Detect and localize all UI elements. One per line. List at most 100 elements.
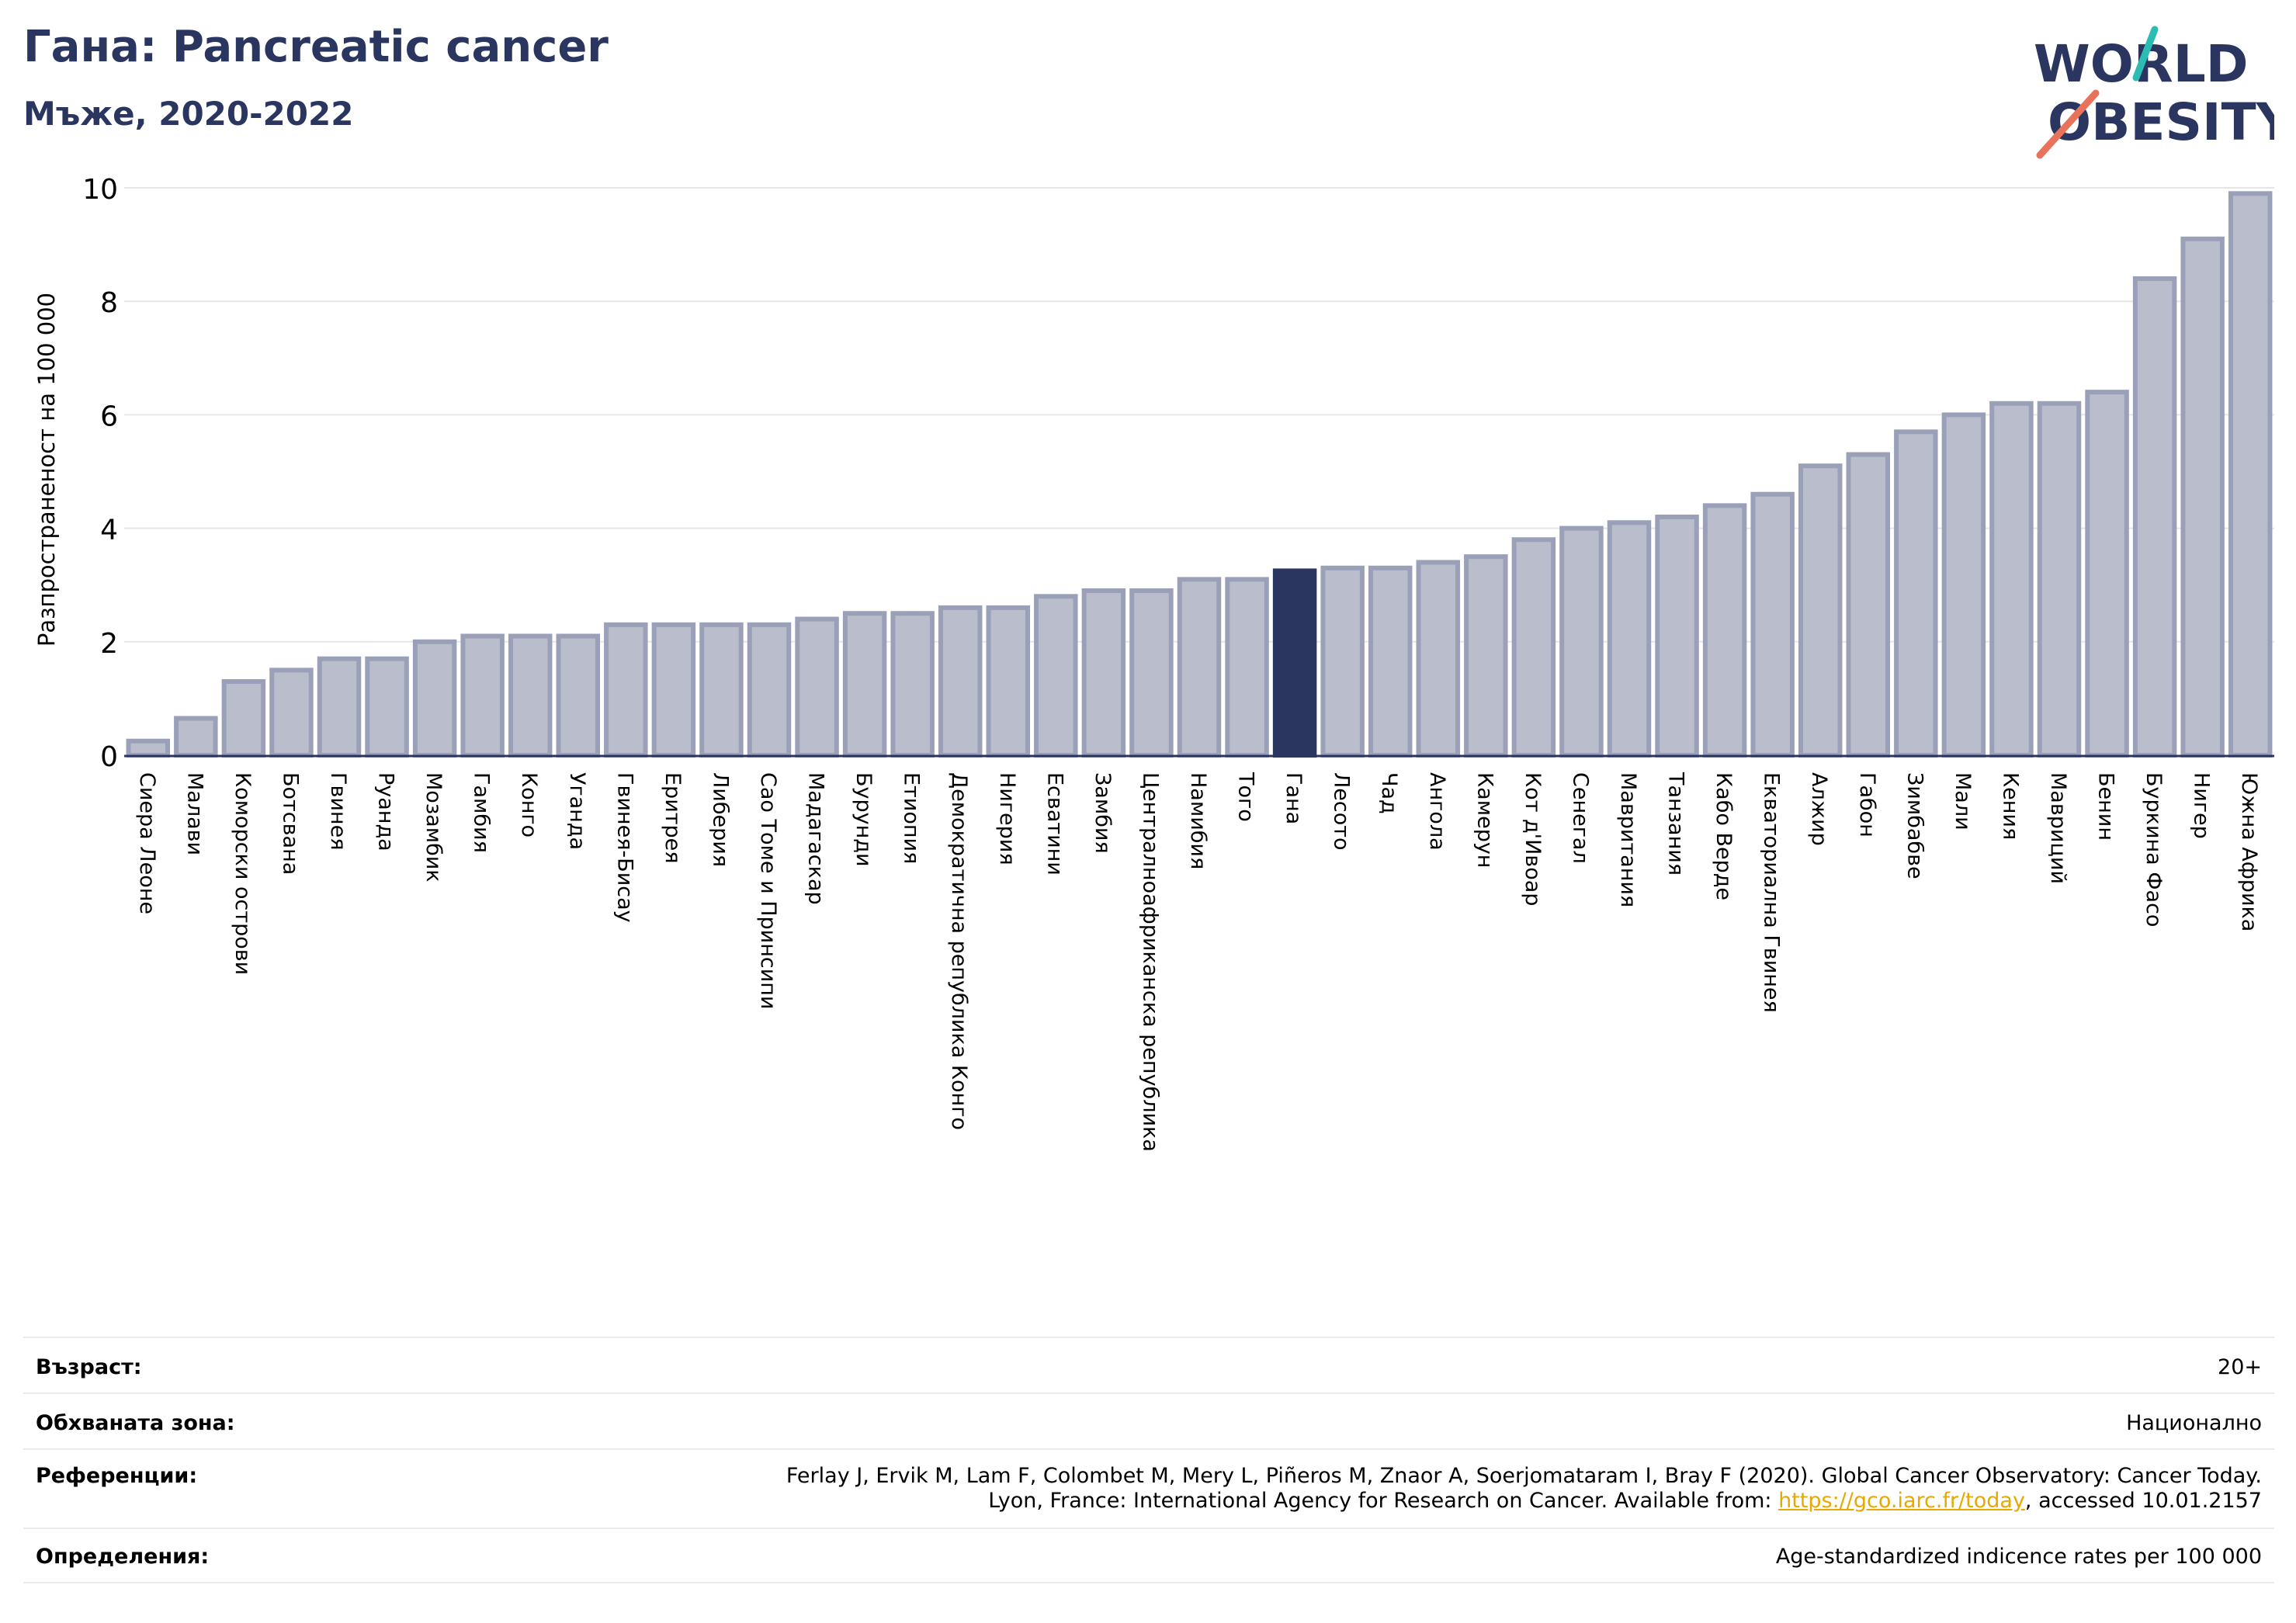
- x-tick-label: Кения: [1998, 772, 2022, 840]
- x-tick-label: Кот д'Ивоар: [1521, 772, 1545, 906]
- bar: [699, 622, 744, 758]
- x-tick-label: Ангола: [1425, 772, 1449, 851]
- info-row-area: Обхваната зона: Национално: [23, 1392, 2274, 1448]
- bar: [1225, 577, 1269, 758]
- x-tick-label: Еритрея: [661, 772, 685, 863]
- bar: [1177, 577, 1222, 758]
- references-value: Ferlay J, Ervik M, Lam F, Colombet M, Me…: [786, 1464, 2262, 1514]
- x-tick-label: Лесото: [1330, 772, 1354, 851]
- x-tick-label: Гана: [1282, 772, 1306, 824]
- x-tick-label: Руанда: [374, 772, 398, 851]
- bar: [1989, 401, 2034, 758]
- references-link[interactable]: https://gco.iarc.fr/today: [1778, 1489, 2025, 1513]
- info-row-definitions: Определения: Age-standardized indicence …: [23, 1528, 2274, 1583]
- x-tick-label: Конго: [517, 772, 541, 838]
- x-tick-label: Алжир: [1807, 772, 1831, 846]
- area-value: Национално: [2126, 1411, 2262, 1435]
- x-tick-label: Либерия: [708, 772, 732, 867]
- bar: [126, 738, 171, 758]
- bar: [2180, 236, 2225, 758]
- x-tick-label: Уганда: [565, 772, 589, 850]
- bar: [412, 639, 457, 758]
- area-label: Обхваната зона:: [36, 1411, 235, 1435]
- bar: [508, 633, 553, 758]
- y-tick-label: 10: [82, 174, 118, 206]
- age-value: 20+: [2218, 1355, 2262, 1379]
- logo-slash-teal: [2132, 26, 2159, 81]
- y-tick-label: 6: [100, 401, 118, 432]
- bar: [1941, 412, 1986, 758]
- x-tick-label: Гвинея: [326, 772, 350, 850]
- logo-slash-coral: [2036, 89, 2100, 159]
- bar-chart: Сиера Леоне Малави Коморски острови Ботсван…: [33, 174, 2274, 1152]
- bar: [890, 611, 935, 758]
- bar: [604, 622, 648, 758]
- y-axis-label: Разпространеност на 100 000: [33, 293, 60, 647]
- x-tick-labels: Сиера Леоне Малави Коморски острови Ботсван…: [135, 772, 2261, 1152]
- definitions-value: Age-standardized indicence rates per 100…: [1775, 1545, 2262, 1569]
- x-tick-label: Мавриций: [2046, 772, 2070, 884]
- bar: [1511, 537, 1556, 758]
- x-tick-label: Мавритания: [1616, 772, 1640, 907]
- bar: [1129, 588, 1174, 758]
- y-tick-label: 2: [100, 628, 118, 660]
- bar: [1894, 429, 1938, 758]
- x-tick-label: Мали: [1951, 772, 1975, 831]
- bar: [269, 668, 314, 758]
- y-tick-labels: 0 2 4 6 8 10: [82, 174, 118, 773]
- page-title: Гана: Pancreatic cancer: [23, 22, 609, 72]
- x-tick-label: Гамбия: [470, 772, 494, 853]
- x-tick-label: Бурунди: [851, 772, 876, 867]
- x-tick-label: Буркина Фасо: [2142, 772, 2166, 927]
- x-tick-label: Бенин: [2094, 772, 2118, 841]
- bar: [1702, 503, 1747, 758]
- x-tick-label: Есватини: [1042, 772, 1066, 876]
- references-line-2-prefix: Lyon, France: International Agency for R…: [988, 1489, 1779, 1513]
- x-tick-label: Габон: [1855, 772, 1879, 838]
- info-row-references: Референции: Ferlay J, Ervik M, Lam F, Co…: [23, 1448, 2274, 1528]
- x-tick-label: Гвинея-Бисау: [612, 772, 636, 923]
- x-tick-label: Чад: [1377, 772, 1401, 814]
- references-line-2-suffix: , accessed 10.01.2157: [2024, 1489, 2262, 1513]
- y-tick-label: 4: [100, 515, 118, 546]
- references-line-1: Ferlay J, Ervik M, Lam F, Colombet M, Me…: [786, 1464, 2262, 1488]
- x-tick-label: Мадагаскар: [804, 772, 828, 905]
- bar: [1750, 491, 1795, 758]
- bar: [1081, 588, 1126, 758]
- bar: [2085, 390, 2129, 758]
- y-tick-label: 8: [100, 287, 118, 319]
- page-subtitle: Мъже, 2020-2022: [23, 95, 354, 133]
- bar: [174, 716, 218, 758]
- bar: [2132, 276, 2177, 758]
- age-label: Възраст:: [36, 1355, 142, 1379]
- x-tick-label: Мозамбик: [421, 772, 446, 883]
- x-tick-label: Кабо Верде: [1712, 772, 1736, 900]
- bar: [1846, 452, 1891, 758]
- bar: [1798, 463, 1843, 758]
- bar: [986, 605, 1031, 758]
- references-label: Референции:: [36, 1464, 198, 1488]
- x-tick-label: Того: [1234, 772, 1258, 822]
- definitions-label: Определения:: [36, 1545, 210, 1569]
- x-tick-label: Малави: [182, 772, 206, 855]
- bar: [842, 611, 887, 758]
- x-tick-label: Нигерия: [995, 772, 1019, 865]
- y-tick-label: 0: [100, 741, 118, 773]
- bar: [1416, 560, 1461, 758]
- bar: [365, 656, 409, 758]
- x-tick-label: Камерун: [1472, 772, 1497, 868]
- x-tick-label: Южна Африка: [2237, 772, 2261, 931]
- x-tick-label: Етиопия: [900, 772, 924, 864]
- x-tick-label: Сенегал: [1568, 772, 1592, 864]
- info-row-age: Възраст: 20+: [23, 1337, 2274, 1392]
- world-obesity-logo: WORLD OBESITY: [2034, 26, 2274, 159]
- bar: [1320, 565, 1365, 758]
- bar: [460, 633, 505, 758]
- x-tick-label: Зимбабве: [1902, 772, 1927, 879]
- bar: [317, 656, 362, 758]
- bar: [1655, 514, 1699, 758]
- x-tick-label: Екваториална Гвинея: [1760, 772, 1784, 1013]
- bar: [1272, 568, 1317, 758]
- bar: [556, 633, 601, 758]
- bar: [221, 678, 266, 758]
